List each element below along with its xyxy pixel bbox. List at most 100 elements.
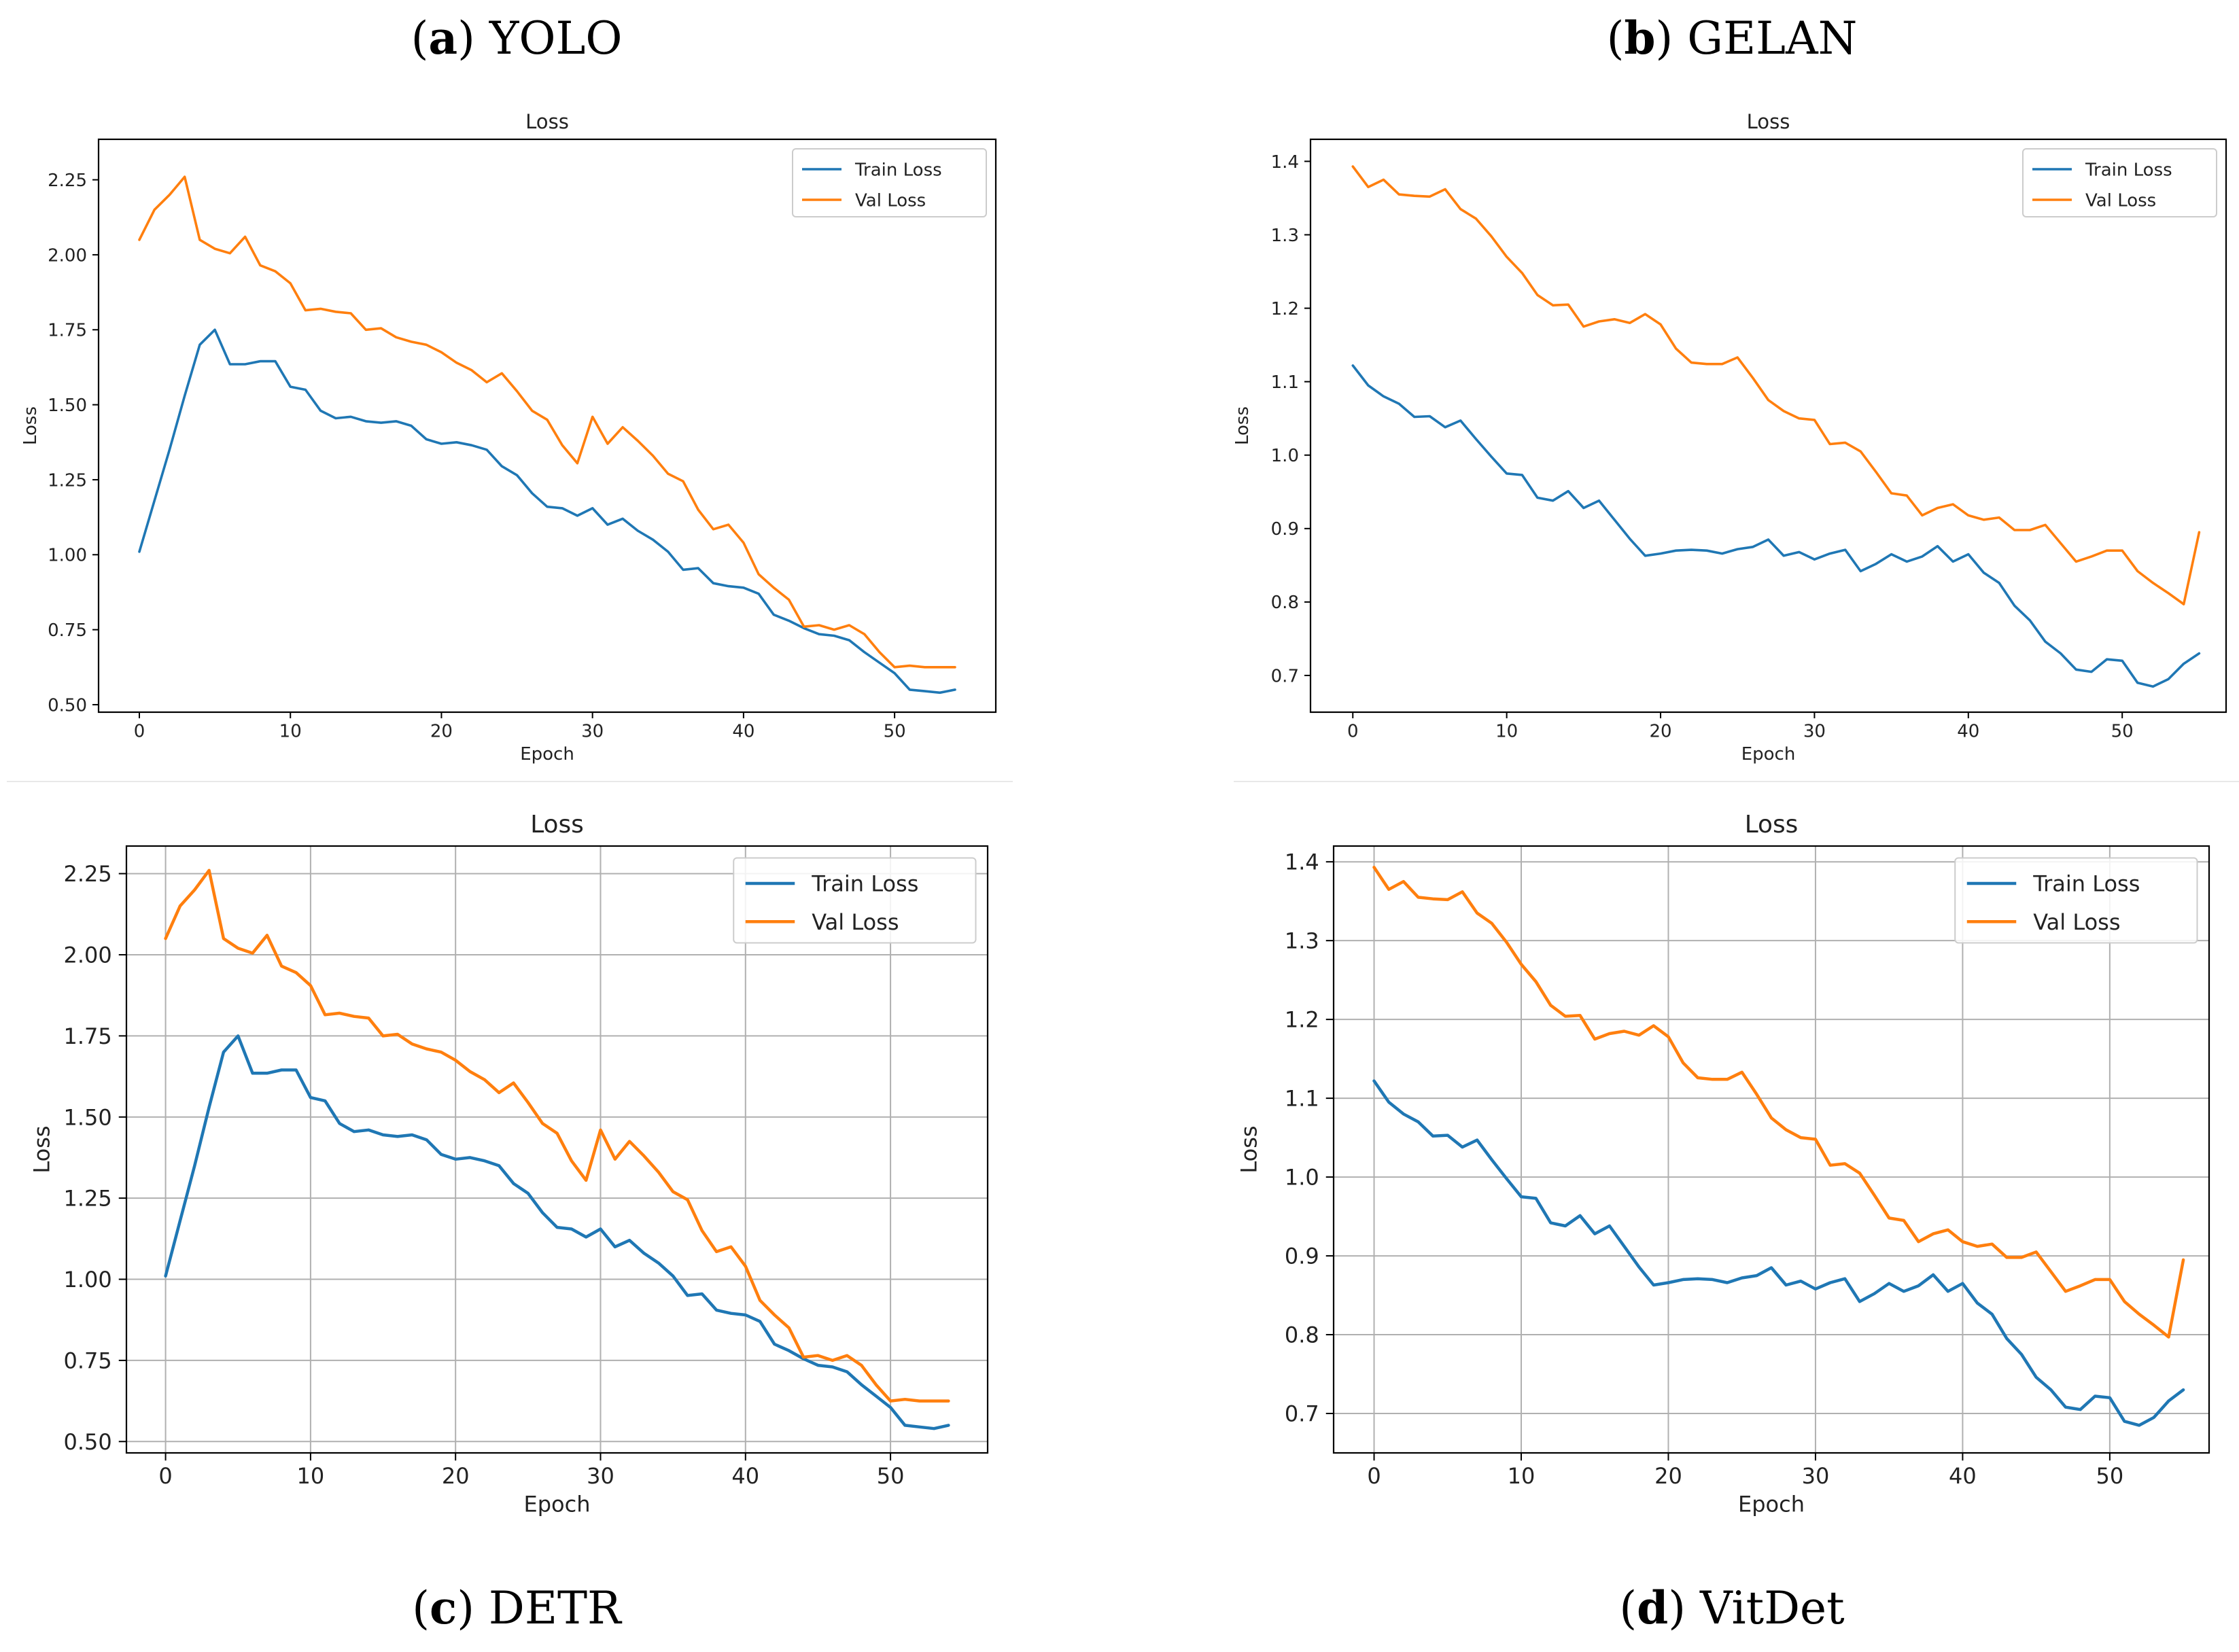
chart-title: Loss (530, 811, 584, 839)
y-axis-label: Loss (29, 1125, 54, 1173)
legend-train-label: Train Loss (854, 160, 942, 180)
y-tick-label: 0.9 (1271, 519, 1299, 540)
plot-frame (125, 845, 989, 1454)
caption-c: (c) DETR (412, 1581, 623, 1634)
train-loss-line (138, 328, 956, 695)
x-axis-label: Epoch (1738, 1491, 1805, 1517)
caption-model-name: DETR (489, 1582, 623, 1634)
x-tick-label: 10 (279, 721, 302, 741)
x-tick-label: 50 (2096, 1463, 2124, 1489)
caption-b: (b) GELAN (1607, 12, 1858, 65)
caption-d: (d) VitDet (1619, 1581, 1844, 1634)
x-tick-label: 40 (1949, 1463, 1977, 1489)
y-tick-label: 1.1 (1285, 1086, 1319, 1112)
x-tick-label: 30 (581, 721, 604, 741)
x-tick-label: 0 (134, 721, 145, 741)
y-axis-label: Loss (1232, 406, 1253, 445)
legend-val-label: Val Loss (855, 190, 926, 211)
y-tick-label: 0.50 (64, 1429, 112, 1455)
y-tick-label: 2.00 (64, 942, 112, 968)
legend-train-label: Train Loss (811, 871, 918, 897)
x-tick-label: 30 (1802, 1463, 1830, 1489)
y-tick-label: 0.75 (64, 1348, 112, 1373)
x-tick-label: 20 (442, 1463, 470, 1489)
y-tick-label: 0.7 (1285, 1401, 1319, 1427)
y-tick-label: 1.4 (1285, 849, 1319, 875)
x-tick-label: 30 (1803, 721, 1826, 741)
plot-frame (1332, 845, 2210, 1454)
y-tick-label: 0.7 (1271, 666, 1299, 686)
x-axis-label: Epoch (520, 744, 574, 765)
val-loss-line (138, 175, 956, 669)
chart-panel-b: 0 10 20 30 40 50 0.7 0.8 0.9 1.0 1.1 1.2 1.3 1.4 Loss E… (1232, 110, 2227, 765)
chart-panel-c: 0 10 20 30 40 50 0.50 0.75 1.00 1.25 1.50 1.75 2.00 2… (29, 811, 989, 1517)
chart-title: Loss (1747, 110, 1790, 133)
caption-letter: a (428, 12, 457, 65)
y-tick-label: 1.25 (48, 470, 87, 491)
val-loss-line (1351, 165, 2201, 605)
train-loss-line (1351, 364, 2201, 688)
x-tick-label: 10 (1508, 1463, 1535, 1489)
plot-frame (97, 138, 997, 714)
x-axis-label: Epoch (1741, 744, 1796, 765)
x-tick-label: 20 (1649, 721, 1671, 741)
chart-title: Loss (525, 110, 569, 133)
y-tick-label: 1.00 (48, 546, 87, 566)
legend-val-label: Val Loss (2033, 909, 2120, 935)
caption-model-name: YOLO (489, 12, 623, 65)
x-tick-label: 40 (732, 721, 754, 741)
legend: Train Loss Val Loss (733, 857, 977, 944)
y-tick-label: 0.8 (1271, 593, 1299, 613)
y-tick-label: 1.1 (1271, 372, 1299, 393)
y-tick-label: 0.8 (1285, 1322, 1319, 1348)
legend-val-label: Val Loss (2085, 190, 2156, 211)
y-tick-label: 0.50 (48, 695, 87, 716)
x-tick-label: 10 (297, 1463, 325, 1489)
y-tick-label: 1.3 (1285, 928, 1319, 954)
caption-letter: d (1637, 1581, 1668, 1634)
legend-train-label: Train Loss (2085, 160, 2172, 180)
y-tick-label: 1.0 (1271, 446, 1299, 466)
x-tick-label: 10 (1495, 721, 1518, 741)
val-loss-line (164, 868, 950, 1403)
x-tick-label: 50 (877, 1463, 905, 1489)
caption-letter: c (430, 1581, 457, 1634)
x-tick-label: 50 (2111, 721, 2134, 741)
y-tick-label: 1.0 (1285, 1165, 1319, 1191)
y-tick-label: 1.50 (64, 1104, 112, 1130)
x-tick-label: 0 (1347, 721, 1359, 741)
y-tick-label: 1.00 (64, 1267, 112, 1293)
caption-model-name: GELAN (1687, 12, 1857, 65)
caption-model-name: VitDet (1699, 1582, 1845, 1634)
y-tick-label: 1.2 (1285, 1007, 1319, 1033)
legend: Train Loss Val Loss (1954, 857, 2198, 944)
x-tick-label: 0 (1367, 1463, 1381, 1489)
legend-val-label: Val Loss (812, 909, 899, 935)
y-tick-label: 0.9 (1285, 1244, 1319, 1269)
y-tick-label: 2.25 (64, 861, 112, 887)
x-tick-label: 20 (1654, 1463, 1682, 1489)
chart-panel-a: 0 10 20 30 40 50 0.50 0.75 1.00 1.25 1.50 1.75 2.00 2… (20, 110, 997, 765)
x-tick-label: 0 (158, 1463, 172, 1489)
y-tick-label: 1.50 (48, 396, 87, 416)
plot-frame (1309, 138, 2227, 714)
x-tick-label: 20 (430, 721, 453, 741)
x-tick-label: 40 (1957, 721, 1979, 741)
y-tick-label: 1.3 (1271, 226, 1299, 246)
y-tick-label: 0.75 (48, 620, 87, 641)
chart-panel-d: 0 10 20 30 40 50 0.7 0.8 0.9 1.0 1.1 1.2 1.3 1.4 Loss E… (1236, 811, 2210, 1517)
x-tick-label: 50 (884, 721, 906, 741)
y-axis-label: Loss (1236, 1125, 1262, 1173)
y-tick-label: 2.25 (48, 171, 87, 191)
y-tick-label: 1.4 (1271, 152, 1299, 173)
y-tick-label: 1.75 (64, 1023, 112, 1049)
chart-title: Loss (1745, 811, 1799, 839)
train-loss-line (164, 1034, 950, 1430)
y-tick-label: 1.2 (1271, 299, 1299, 319)
caption-letter: b (1624, 12, 1655, 65)
legend-train-label: Train Loss (2032, 871, 2140, 897)
y-axis-label: Loss (20, 406, 41, 445)
val-loss-line (1372, 866, 2185, 1339)
